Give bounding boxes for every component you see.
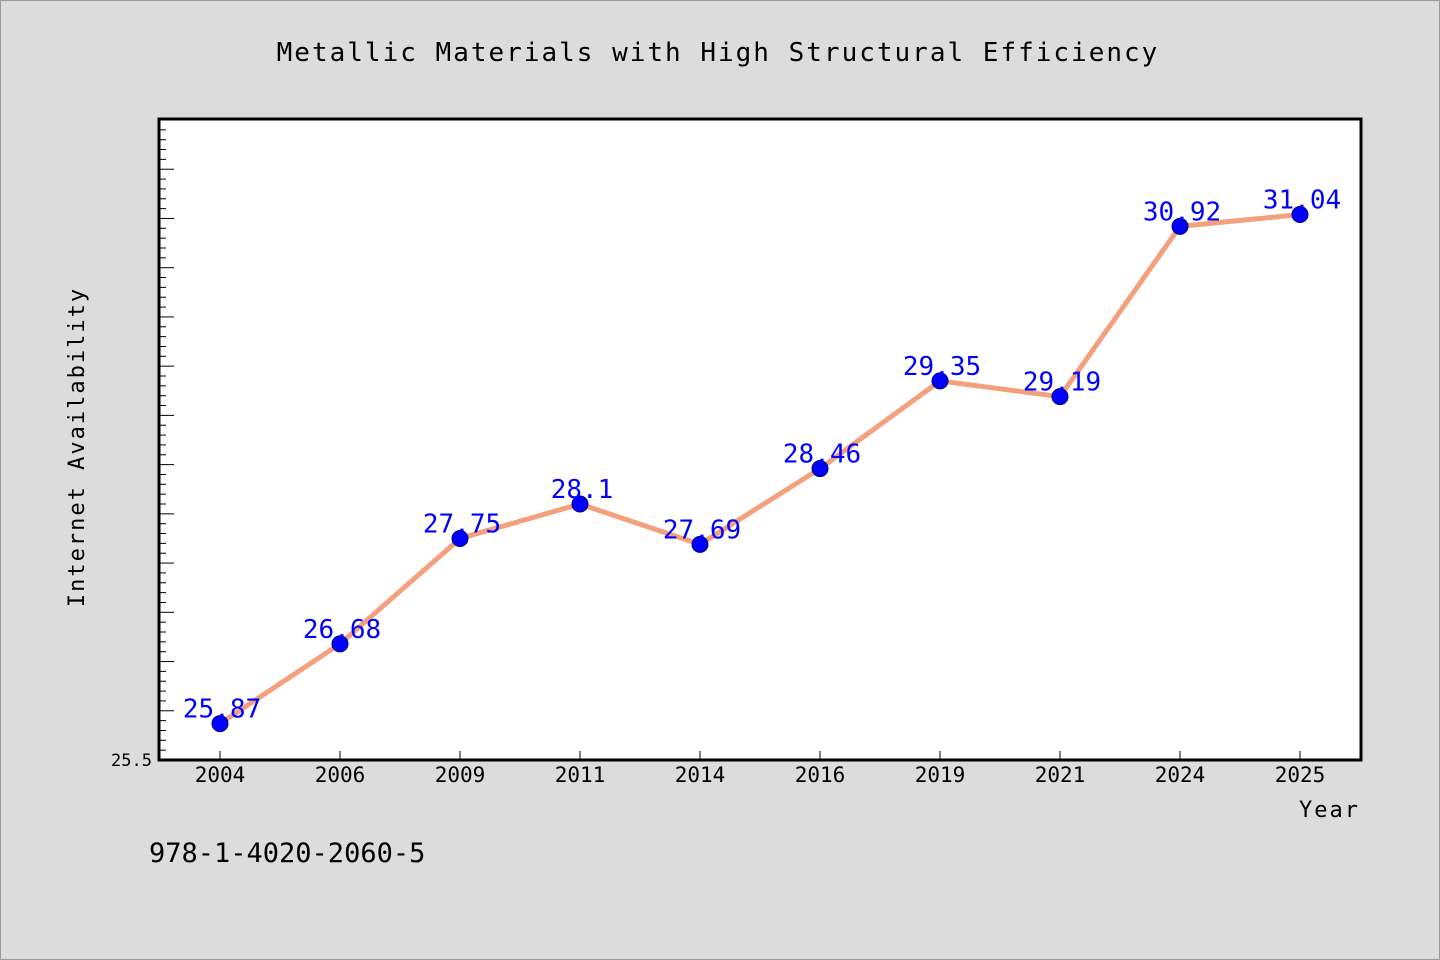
x-tick-label-2016: 2016 [795,763,846,787]
data-point-2019 [931,372,949,390]
x-axis-label: Year [1299,798,1360,823]
data-label-2014: 27.69 [663,515,741,545]
footnote-isbn: 978-1-4020-2060-5 [149,838,425,869]
data-point-2024 [1171,217,1189,235]
x-tick-label-2019: 2019 [915,763,966,787]
data-label-2019: 29.35 [903,352,981,382]
data-point-2006 [331,635,349,653]
data-label-2025: 31.04 [1263,186,1341,216]
x-tick-label-2021: 2021 [1035,763,1086,787]
x-axis-ticks [219,751,1301,760]
x-tick-label-2004: 2004 [195,763,246,787]
data-point-2025 [1291,206,1309,224]
data-point-2014 [691,535,709,553]
data-markers [211,206,1309,733]
x-tick-label-2025: 2025 [1275,763,1326,787]
data-label-2006: 26.68 [303,615,381,645]
data-label-2009: 27.75 [423,509,501,539]
data-point-2021 [1051,388,1069,406]
data-label-2011: 28.1 [551,475,614,505]
data-point-2016 [811,460,829,478]
x-tick-labels: 2004 2006 2009 2011 2014 2016 2019 2021 … [195,763,1326,787]
data-label-2021: 29.19 [1023,368,1101,398]
y-axis-label: Internet Availability [65,287,90,607]
x-tick-label-2011: 2011 [555,763,606,787]
data-labels: 25.87 26.68 27.75 28.1 27.69 28.46 29.35… [183,186,1341,725]
x-tick-label-2014: 2014 [675,763,726,787]
data-label-2024: 30.92 [1143,197,1221,227]
x-tick-label-2006: 2006 [315,763,366,787]
y-axis-ticks [160,129,174,761]
y-tick-label: 25.5 [111,751,152,771]
plot-area [157,117,1363,762]
x-tick-label-2009: 2009 [435,763,486,787]
data-point-2009 [451,529,469,547]
data-label-2004: 25.87 [183,695,261,725]
data-point-2004 [211,715,229,733]
data-point-2011 [571,495,589,513]
series-line [217,212,1303,727]
chart-title: Metallic Materials with High Structural … [277,38,1160,68]
data-label-2016: 28.46 [783,440,861,470]
x-tick-label-2024: 2024 [1155,763,1206,787]
